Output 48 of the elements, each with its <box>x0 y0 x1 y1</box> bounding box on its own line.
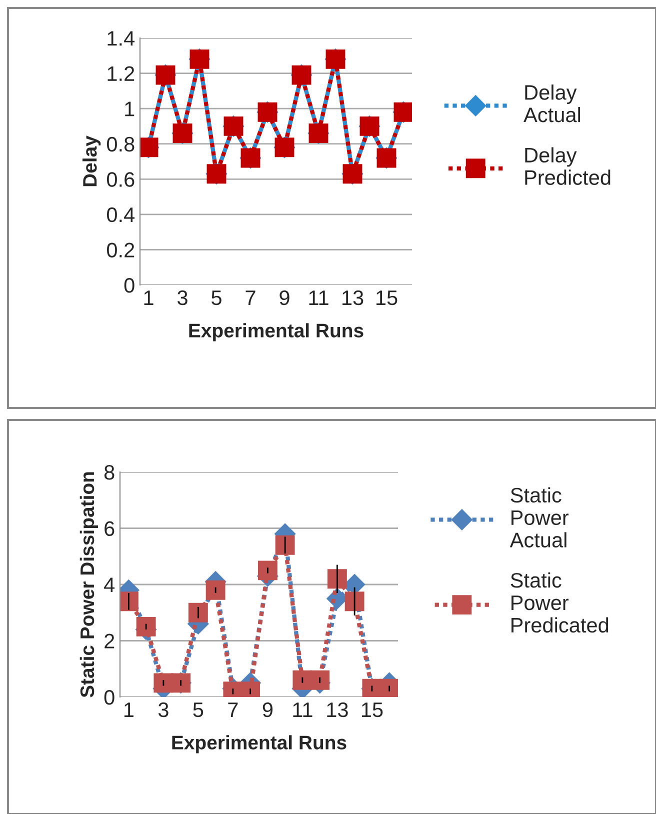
legend-label: Static Power Predicated <box>510 572 608 633</box>
x-axis-title: Experimental Runs <box>189 323 364 342</box>
y-tick-label: 1.4 <box>108 31 135 46</box>
point <box>310 670 330 690</box>
x-tick-label: 3 <box>158 702 168 718</box>
point <box>275 535 295 555</box>
x-tick-label: 9 <box>262 702 272 718</box>
y-tick-label: 0.4 <box>106 207 135 222</box>
y-tick-label: 0.8 <box>106 136 134 152</box>
point <box>120 592 138 612</box>
x-tick-label: 15 <box>362 702 383 718</box>
x-tick-label: 11 <box>293 702 312 717</box>
legend-label: Delay Actual <box>524 84 580 122</box>
point <box>154 673 174 693</box>
y-tick-label: 4 <box>104 578 115 592</box>
x-axis-title: Experimental Runs <box>172 735 346 754</box>
y-tick-label: 6 <box>104 521 114 536</box>
x-tick-label: 5 <box>212 290 222 306</box>
x-tick-label: 3 <box>178 290 188 306</box>
x-tick-label: 7 <box>228 702 238 717</box>
y-tick-label: 0 <box>124 278 134 293</box>
x-tick-label: 9 <box>280 290 290 306</box>
x-tick-label: 13 <box>327 702 348 718</box>
point <box>344 592 364 612</box>
point <box>258 560 278 580</box>
y-tick-label: 8 <box>104 465 114 480</box>
x-tick-label: 13 <box>342 290 364 306</box>
point <box>292 670 312 690</box>
point <box>206 580 226 600</box>
x-tick-label: 5 <box>193 702 204 718</box>
y-axis-title: Delay <box>82 136 101 186</box>
y-tick-label: 0 <box>104 690 114 705</box>
y-axis-title: Static Power Dissipation <box>80 472 98 698</box>
x-tick-label: 15 <box>376 290 398 306</box>
point <box>136 616 156 636</box>
x-tick-label: 1 <box>144 290 154 305</box>
x-tick-label: 11 <box>309 290 328 305</box>
point <box>188 602 208 622</box>
point <box>380 678 398 697</box>
x-tick-label: 7 <box>246 290 256 305</box>
y-tick-label: 0.2 <box>106 242 134 258</box>
y-tick-label: 0.6 <box>106 172 134 187</box>
y-tick-label: 2 <box>104 634 114 648</box>
y-tick-label: 1 <box>125 102 134 116</box>
legend-label: Static Power Actual <box>510 487 569 548</box>
y-tick-label: 1.2 <box>108 66 134 81</box>
point <box>327 569 347 589</box>
legend-label: Delay Predicted <box>525 147 610 185</box>
